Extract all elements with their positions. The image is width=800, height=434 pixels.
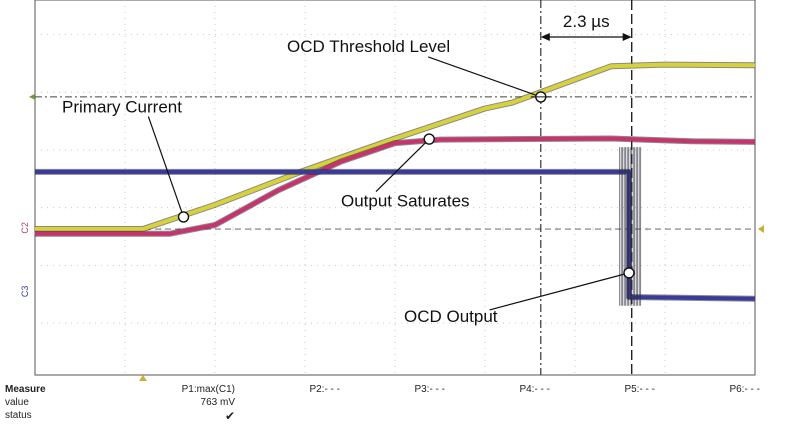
channel-marker-c2: C2 xyxy=(20,222,30,234)
param-p6-name[interactable]: P6:- - - xyxy=(729,384,760,395)
measure-panel: Measure value status P1:max(C1) 763 mV ✔… xyxy=(0,381,800,434)
label-ocd-output: OCD Output xyxy=(404,307,498,326)
param-p5-name[interactable]: P5:- - - xyxy=(624,384,655,395)
label-ocd-threshold: OCD Threshold Level xyxy=(287,37,450,56)
cursor-delta-arrowhead-left xyxy=(540,33,550,41)
param-p1-status: ✔ xyxy=(224,409,235,423)
right-level-marker xyxy=(758,225,764,234)
label-ocd-output-leader xyxy=(489,272,630,311)
plot-border xyxy=(34,0,756,376)
param-p1-name[interactable]: P1:max(C1) xyxy=(181,384,235,395)
param-p2-name[interactable]: P2:- - - xyxy=(309,384,340,395)
measure-row-label-value: value xyxy=(5,397,29,408)
time-cursors xyxy=(540,0,633,375)
trace-output xyxy=(35,136,756,236)
label-output-saturates-leader xyxy=(375,138,430,192)
channel-markers: C2 C3 xyxy=(20,222,764,381)
param-p1-value: 763 mV xyxy=(200,397,235,408)
channel-marker-c3: C3 xyxy=(20,286,30,298)
measure-row-label-status: status xyxy=(5,410,32,421)
label-output-saturates: Output Saturates xyxy=(341,192,470,211)
graticule-grid xyxy=(29,0,756,376)
label-primary-current-leader xyxy=(147,116,185,218)
trigger-position-marker xyxy=(139,375,147,381)
param-p3-name[interactable]: P3:- - - xyxy=(414,384,445,395)
label-ocd-output-point xyxy=(623,267,635,279)
param-p4-name[interactable]: P4:- - - xyxy=(519,384,550,395)
cursor-delta-label: 2.3 µs xyxy=(563,12,610,31)
measure-header: Measure xyxy=(5,384,46,395)
waveform-traces xyxy=(35,61,756,306)
label-primary-current: Primary Current xyxy=(62,98,182,117)
label-ocd-threshold-leader xyxy=(427,56,542,98)
annotation-points xyxy=(147,56,635,311)
label-primary-current-point xyxy=(177,211,190,223)
annotation-labels: Primary Current OCD Threshold Level Output… xyxy=(62,37,498,326)
cursor-delta-arrowhead-right xyxy=(622,33,632,41)
trigger-level-marker xyxy=(29,93,35,100)
label-output-saturates-point xyxy=(423,133,435,145)
